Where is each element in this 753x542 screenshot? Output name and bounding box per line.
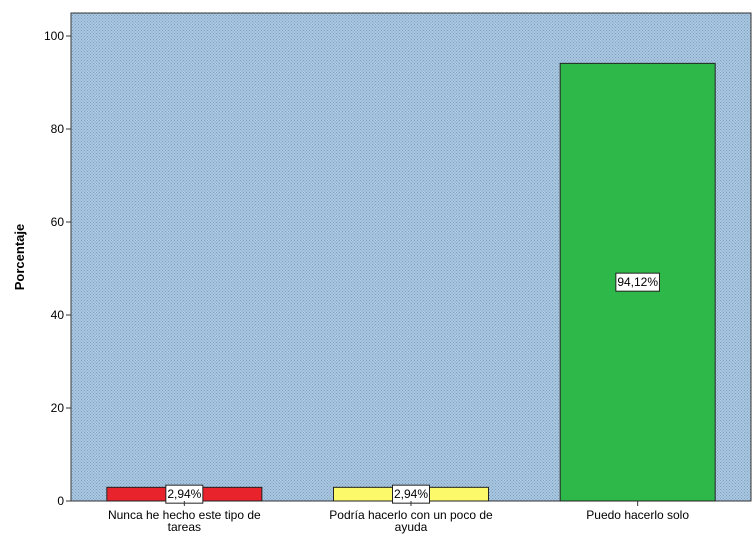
- y-tick-label: 100: [44, 29, 64, 43]
- y-ticks: 0 20 40 60 80 100: [44, 29, 71, 508]
- x-tick-label: tareas: [168, 520, 201, 534]
- x-tick-label: Podría hacerlo con un poco de: [329, 508, 493, 522]
- data-label-box: [615, 272, 660, 292]
- y-tick-label: 0: [57, 494, 64, 508]
- x-tick-label: Puedo hacerlo solo: [586, 508, 689, 522]
- data-label: 94,12%: [617, 275, 658, 289]
- x-tick-label: Nunca he hecho este tipo de: [108, 508, 261, 522]
- y-tick-label: 40: [51, 308, 65, 322]
- data-label: 2,94%: [167, 487, 201, 501]
- data-label: 2,94%: [394, 487, 428, 501]
- x-tick-label: ayuda: [395, 520, 428, 534]
- y-tick-label: 80: [51, 122, 65, 136]
- y-tick-label: 20: [51, 401, 65, 415]
- y-tick-label: 60: [51, 215, 65, 229]
- y-axis-title: Porcentaje: [12, 224, 27, 290]
